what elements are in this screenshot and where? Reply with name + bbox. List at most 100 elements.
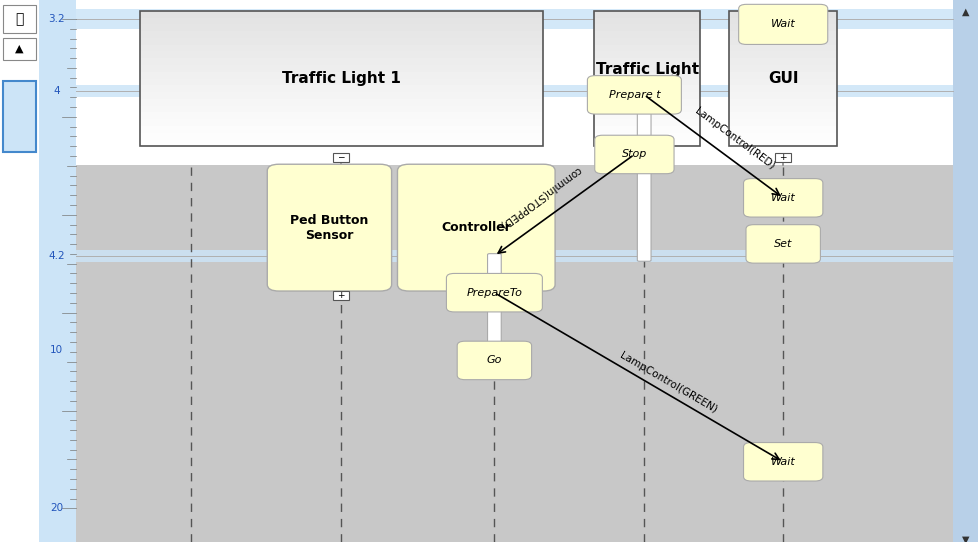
Bar	[76, 9, 952, 29]
Bar	[729, 24, 836, 31]
Text: commIn(STOPPED): commIn(STOPPED)	[497, 164, 582, 230]
Text: Ped Button
Sensor: Ped Button Sensor	[289, 214, 369, 242]
Bar	[729, 18, 836, 24]
Bar	[3, 38, 36, 60]
Bar	[594, 24, 699, 31]
Bar	[76, 0, 952, 542]
FancyBboxPatch shape	[637, 88, 650, 261]
Bar	[594, 99, 699, 106]
Text: Controller: Controller	[441, 221, 511, 234]
Text: Wait: Wait	[770, 457, 795, 467]
Text: Traffic Light 1: Traffic Light 1	[282, 71, 401, 86]
Bar	[729, 92, 836, 99]
Bar	[140, 51, 543, 59]
Bar	[140, 18, 543, 24]
Bar	[3, 5, 36, 33]
Bar	[140, 11, 543, 146]
FancyBboxPatch shape	[457, 341, 531, 379]
Bar	[140, 86, 543, 92]
Bar	[0, 0, 39, 542]
Text: LampControl(RED): LampControl(RED)	[692, 106, 777, 171]
Bar	[140, 79, 543, 86]
Bar	[729, 126, 836, 133]
Bar	[140, 72, 543, 79]
Bar	[594, 11, 699, 18]
Text: +: +	[490, 291, 498, 300]
Bar	[486, 291, 502, 300]
Bar	[140, 31, 543, 38]
Bar	[729, 119, 836, 126]
Text: ▲: ▲	[16, 44, 23, 54]
Bar	[594, 92, 699, 99]
Bar	[140, 99, 543, 106]
FancyBboxPatch shape	[487, 254, 501, 353]
Bar	[729, 38, 836, 45]
Bar	[140, 65, 543, 72]
Bar	[594, 140, 699, 146]
Bar	[140, 92, 543, 99]
Bar	[594, 45, 699, 51]
FancyBboxPatch shape	[446, 274, 542, 312]
FancyBboxPatch shape	[267, 164, 391, 291]
Bar	[140, 140, 543, 146]
Bar	[729, 31, 836, 38]
Bar	[775, 153, 790, 162]
Bar	[140, 38, 543, 45]
Bar	[594, 18, 699, 24]
FancyBboxPatch shape	[743, 178, 822, 217]
FancyBboxPatch shape	[397, 164, 555, 291]
Bar	[76, 250, 952, 262]
Bar	[140, 113, 543, 119]
Bar	[594, 59, 699, 65]
Text: 20: 20	[50, 504, 64, 513]
Bar	[729, 72, 836, 79]
FancyBboxPatch shape	[587, 75, 681, 114]
Bar	[594, 65, 699, 72]
Bar	[140, 133, 543, 140]
Bar	[594, 31, 699, 38]
Bar	[729, 11, 836, 18]
Bar	[729, 106, 836, 113]
Bar	[729, 99, 836, 106]
Bar	[140, 126, 543, 133]
Text: Stop: Stop	[621, 150, 646, 159]
FancyBboxPatch shape	[737, 4, 826, 44]
Text: LampControl(GREEN): LampControl(GREEN)	[617, 350, 718, 415]
Bar	[594, 11, 699, 146]
FancyBboxPatch shape	[594, 136, 673, 173]
Bar	[594, 86, 699, 92]
Bar	[140, 59, 543, 65]
Bar	[140, 106, 543, 113]
Text: Wait: Wait	[770, 20, 795, 29]
Bar	[594, 113, 699, 119]
Text: Prepare t: Prepare t	[608, 90, 659, 100]
Bar	[729, 86, 836, 92]
Bar	[594, 126, 699, 133]
Bar	[140, 119, 543, 126]
Bar	[140, 24, 543, 31]
Text: Traffic Light
2: Traffic Light 2	[595, 62, 698, 95]
Bar	[729, 11, 836, 146]
Bar	[729, 45, 836, 51]
Text: Set: Set	[774, 239, 791, 249]
Text: +: +	[778, 153, 786, 162]
Bar	[594, 133, 699, 140]
Text: ▼: ▼	[961, 534, 968, 542]
Bar	[76, 0, 952, 165]
Bar	[140, 45, 543, 51]
Text: 4.2: 4.2	[49, 251, 65, 261]
Bar	[636, 153, 651, 162]
FancyBboxPatch shape	[743, 442, 822, 481]
Bar	[729, 133, 836, 140]
Bar	[729, 79, 836, 86]
FancyBboxPatch shape	[745, 224, 820, 263]
Bar	[39, 0, 76, 542]
Bar	[594, 119, 699, 126]
Text: 4: 4	[54, 86, 60, 96]
Bar	[729, 59, 836, 65]
Text: −: −	[336, 153, 344, 162]
Bar	[729, 51, 836, 59]
Bar	[594, 106, 699, 113]
Text: 3.2: 3.2	[49, 14, 65, 24]
Bar	[594, 38, 699, 45]
